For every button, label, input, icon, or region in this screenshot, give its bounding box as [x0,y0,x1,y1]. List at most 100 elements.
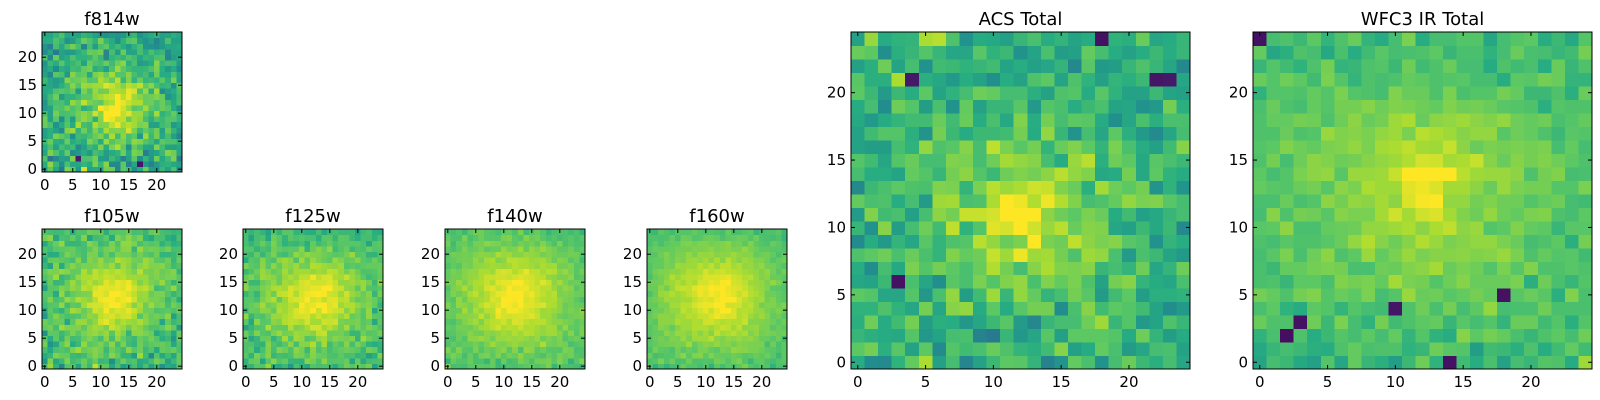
f105w-cell [47,245,54,252]
wfc3-ir-total-cell [1293,274,1308,289]
f105w-cell [114,329,121,336]
f140w-cell [473,279,480,286]
acs-total-cell [1122,315,1137,330]
f105w-cell [42,357,49,364]
acs-total-cell [918,301,933,316]
f105w-cell [114,251,121,258]
f160w-cell [770,296,777,303]
wfc3-ir-total-cell [1334,274,1349,289]
f105w-cell [42,329,49,336]
f125w-cell [327,341,334,348]
f160w-cell [753,279,760,286]
wfc3-ir-total-cell [1253,234,1268,249]
acs-total-cell [1149,166,1164,181]
f125w-cell [371,268,378,275]
f160w-cell [753,352,760,359]
f814w-cell [86,166,93,173]
wfc3-ir-total-cell [1456,247,1471,262]
f125w-cell [276,285,283,292]
wfc3-ir-total-cell [1483,328,1498,343]
f814w-cell [53,104,60,111]
wfc3-ir-total-cell [1497,58,1512,74]
f125w-cell [287,301,294,308]
f105w-cell [126,245,133,252]
f140w-cell [506,318,513,325]
acs-total-cell [891,288,906,303]
f125w-cell [299,268,306,275]
f105w-cell [70,341,77,348]
f160w-cell [725,229,732,236]
f160w-cell [731,273,738,280]
wfc3-ir-total-cell [1361,32,1376,47]
f814w-cell [120,110,127,117]
f160w-cell [781,290,788,297]
f160w-cell [675,262,682,269]
f125w-cell [310,352,317,359]
f814w-cell [165,138,172,145]
acs-total-cell [973,112,988,127]
f814w-cell [53,71,60,78]
f105w-cell [92,245,99,252]
f125w-cell [248,245,255,252]
f125w-cell [360,257,367,264]
f140w-cell [557,273,564,280]
acs-total-cell [891,139,906,154]
acs-total-cell [905,126,920,141]
acs-total-xtick-label: 10 [984,373,1003,391]
f140w-cell [562,229,569,236]
f160w-cell [753,357,760,364]
wfc3-ir-total-cell [1578,126,1593,141]
wfc3-ir-total-cell [1347,328,1363,343]
f125w-cell [276,352,283,359]
f140w-ytick-label: 15 [421,273,440,291]
f125w-cell [332,234,339,241]
f105w-cell [148,341,155,348]
f140w-cell [461,245,468,252]
f140w-cell [484,352,491,359]
f140w-cell [450,262,457,269]
f125w-cell [371,301,378,308]
wfc3-ir-total-cell [1524,247,1539,262]
f105w-cell [64,352,71,359]
f814w-cell [47,166,54,173]
f814w-cell [86,127,93,134]
f140w-cell [495,268,502,275]
f140w-cell [551,251,558,258]
f105w-cell [159,229,166,236]
f125w-cell [243,285,250,292]
f105w-cell [154,240,161,247]
f814w-cell [148,48,155,55]
wfc3-ir-total-cell [1578,315,1593,330]
wfc3-ir-total-cell [1429,32,1444,47]
acs-total-cell [1081,261,1096,276]
f105w-cell [81,335,88,342]
wfc3-ir-total-cell [1510,139,1525,154]
f105w-cell [98,262,105,269]
f814w-cell [58,99,65,106]
acs-total-cell [1162,112,1178,127]
f140w-cell [478,245,485,252]
f160w-cell [736,313,743,320]
f105w-cell [42,245,49,252]
f160w-cell [703,273,710,280]
f125w-cell [360,352,367,359]
acs-total-cell [959,85,974,100]
f105w-cell [142,234,149,241]
f814w-cell [120,82,127,89]
acs-total-cell [1162,139,1178,154]
acs-total-cell [1122,234,1137,249]
wfc3-ir-total-cell [1429,139,1444,154]
acs-total-cell [1040,234,1055,249]
f814w-cell [42,71,49,78]
f105w-cell [92,357,99,364]
f140w-cell [501,279,508,286]
f105w-cell [154,257,161,264]
wfc3-ir-total-cell [1266,85,1281,100]
f160w-cell [747,290,754,297]
wfc3-ir-total-cell [1442,72,1457,87]
wfc3-ir-total-cell [1253,45,1268,60]
wfc3-ir-total-cell [1307,112,1322,127]
wfc3-ir-total-cell [1564,234,1580,249]
wfc3-ir-total-cell [1402,99,1417,114]
wfc3-ir-total-cell [1320,247,1335,262]
